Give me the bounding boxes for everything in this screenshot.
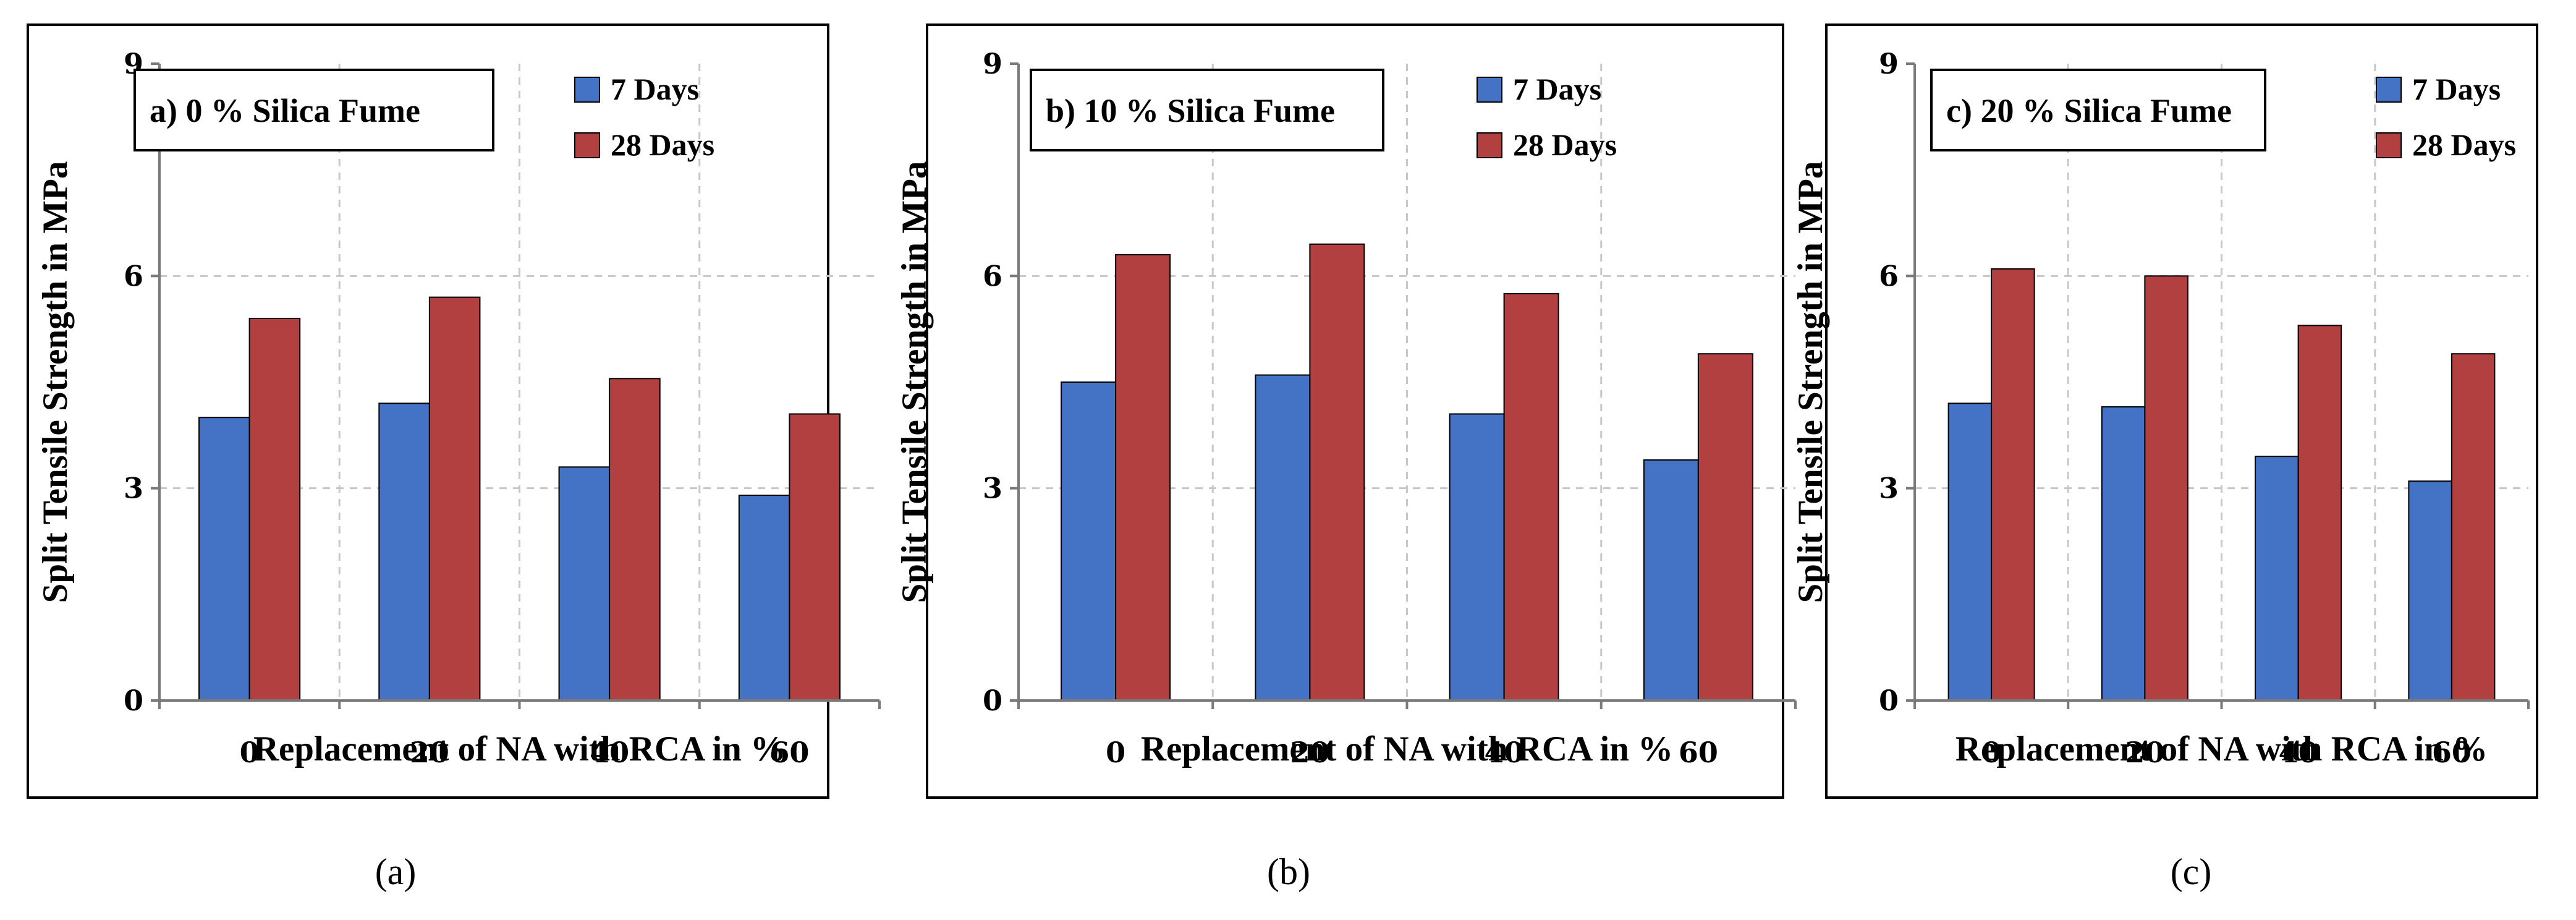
bar-28-days-20: [428, 296, 481, 701]
legend-label-7-days: 7 Days: [1513, 72, 1601, 106]
panel-title-box: [1030, 69, 1384, 151]
x-tick-label: 40: [590, 736, 629, 769]
bar-28-days-0: [1991, 268, 2035, 701]
x-tick-label: 0: [240, 736, 260, 769]
legend-label-28-days: 28 Days: [611, 127, 714, 162]
legend-label-7-days: 7 Days: [611, 72, 699, 106]
legend-label-7-days: 7 Days: [2412, 72, 2501, 106]
bar-28-days-0: [248, 318, 301, 701]
legend-swatch-28-days: [1477, 132, 1502, 158]
x-tick-label: 0: [1106, 736, 1125, 769]
panel-caption: (a): [375, 851, 417, 892]
x-tick-label: 60: [1679, 736, 1718, 769]
panel-caption: (c): [2171, 851, 2212, 892]
panel-caption: (b): [1267, 851, 1310, 892]
y-tick-label: 3: [1879, 472, 1899, 505]
y-tick-label: 6: [1879, 259, 1899, 292]
bar-28-days-40: [2297, 325, 2342, 701]
bar-28-days-0: [1115, 254, 1171, 701]
bar-7-days-40: [1449, 413, 1505, 701]
bar-28-days-20: [2144, 275, 2188, 702]
y-tick-label: 0: [124, 684, 143, 717]
bar-28-days-20: [1309, 243, 1365, 702]
y-tick-label: 9: [1879, 47, 1899, 80]
bar-7-days-20: [2101, 406, 2146, 701]
bar-7-days-60: [1643, 459, 1699, 702]
y-tick-label: 0: [1879, 684, 1899, 717]
x-tick-label: 60: [2432, 736, 2472, 769]
y-axis-title: Split Tensile Strength in MPa: [1791, 161, 1830, 603]
bar-7-days-0: [198, 417, 250, 701]
legend-swatch-7-days: [574, 77, 600, 103]
x-tick-label: 20: [410, 736, 449, 769]
x-axis-title: Replacement of NA with RCA in %: [1141, 730, 1673, 769]
x-tick-label: 0: [1981, 736, 2001, 769]
legend-label-28-days: 28 Days: [1513, 127, 1617, 162]
panel-title-box: [1930, 69, 2266, 151]
bar-28-days-40: [609, 378, 661, 701]
bar-7-days-40: [558, 466, 611, 701]
legend-swatch-7-days: [1477, 77, 1502, 103]
bar-7-days-0: [1061, 381, 1117, 701]
bar-28-days-60: [789, 413, 841, 701]
y-tick-label: 6: [124, 259, 143, 292]
y-tick-label: 3: [983, 472, 1002, 505]
bar-7-days-40: [2255, 456, 2299, 702]
y-tick-label: 3: [124, 472, 143, 505]
x-tick-label: 20: [2125, 736, 2164, 769]
legend-swatch-7-days: [2376, 77, 2402, 103]
y-axis-title: Split Tensile Strength in MPa: [36, 161, 75, 603]
legend-label-28-days: 28 Days: [2412, 127, 2516, 162]
x-tick-label: 40: [1485, 736, 1524, 769]
y-tick-label: 0: [983, 684, 1002, 717]
panel-title: b) 10 % Silica Fume: [1046, 92, 1335, 129]
bar-28-days-40: [1503, 292, 1559, 701]
bar-28-days-60: [2451, 353, 2496, 701]
panel-title-box: [133, 69, 494, 151]
x-axis-title: Replacement of NA with RCA in %: [253, 730, 786, 769]
y-axis-title: Split Tensile Strength in MPa: [895, 161, 934, 603]
y-tick-label: 9: [983, 47, 1002, 80]
bar-7-days-0: [1947, 402, 1993, 701]
y-tick-label: 6: [983, 259, 1002, 292]
panel-title: c) 20 % Silica Fume: [1946, 92, 2232, 129]
panel-title: a) 0 % Silica Fume: [150, 92, 420, 129]
x-axis-title: Replacement of NA with RCA in %: [1955, 730, 2488, 769]
bar-7-days-20: [378, 402, 430, 701]
x-tick-label: 40: [2279, 736, 2318, 769]
bar-7-days-60: [2408, 480, 2452, 701]
x-tick-label: 20: [1290, 736, 1329, 769]
bar-7-days-60: [738, 495, 790, 701]
legend-swatch-28-days: [574, 132, 600, 158]
bar-28-days-60: [1697, 353, 1753, 701]
bar-7-days-20: [1255, 374, 1311, 701]
legend-swatch-28-days: [2376, 132, 2402, 158]
x-tick-label: 60: [769, 736, 809, 769]
